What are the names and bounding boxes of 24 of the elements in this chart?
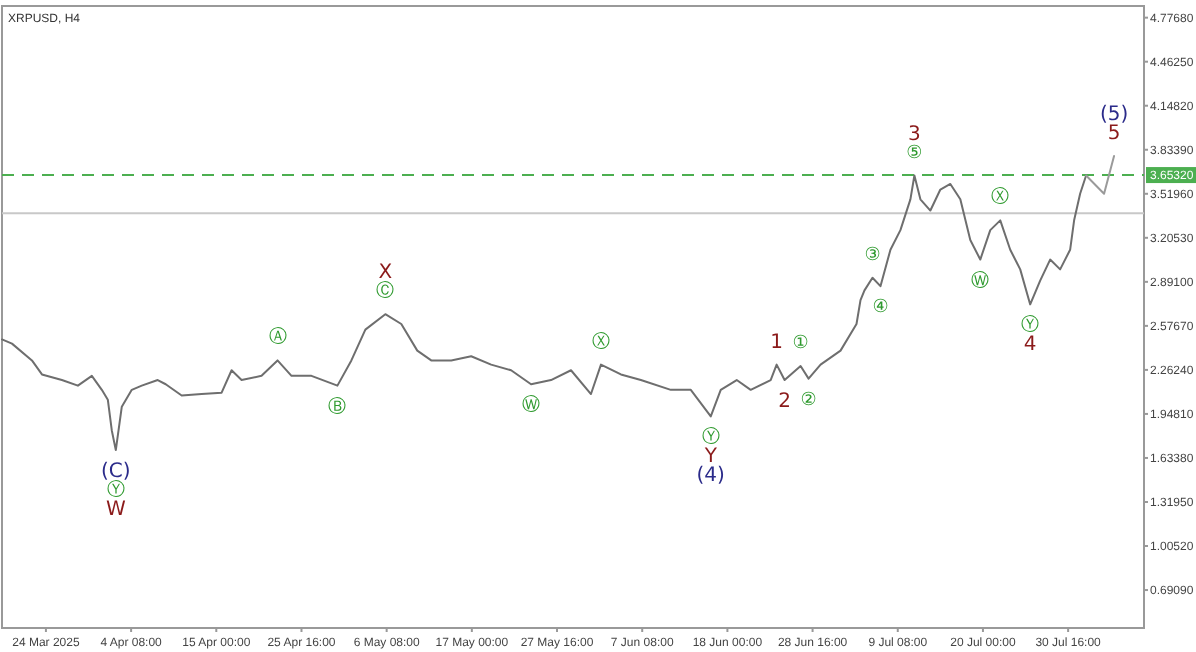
- annotation: Y: [702, 446, 719, 469]
- annotation: 4: [1023, 334, 1037, 357]
- annotation: (4): [696, 465, 726, 488]
- annotation: Ⓧ: [591, 330, 610, 353]
- annotation: ⑤: [906, 143, 923, 164]
- annotation: ③: [864, 245, 881, 266]
- annotation: Ⓧ: [991, 186, 1010, 209]
- annotation: Ⓦ: [522, 394, 541, 417]
- annotation: ④: [872, 298, 889, 319]
- annotation: ②: [800, 390, 817, 411]
- annotation: 1: [770, 331, 784, 354]
- annotation: 5: [1107, 122, 1121, 145]
- annotation: Ⓨ: [1021, 314, 1040, 337]
- annotation: Ⓐ: [268, 326, 287, 349]
- annotation: Ⓒ: [376, 280, 395, 303]
- annotation: 3: [908, 123, 921, 146]
- annotation: Ⓨ: [701, 426, 720, 449]
- annotation: Ⓑ: [328, 395, 347, 418]
- annotation: Ⓨ: [106, 479, 125, 502]
- annotation: 2: [778, 391, 791, 414]
- annotation: (5): [1099, 103, 1129, 126]
- annotation: ①: [792, 334, 809, 355]
- annotation: Ⓦ: [971, 269, 990, 292]
- annotation: W: [105, 499, 126, 522]
